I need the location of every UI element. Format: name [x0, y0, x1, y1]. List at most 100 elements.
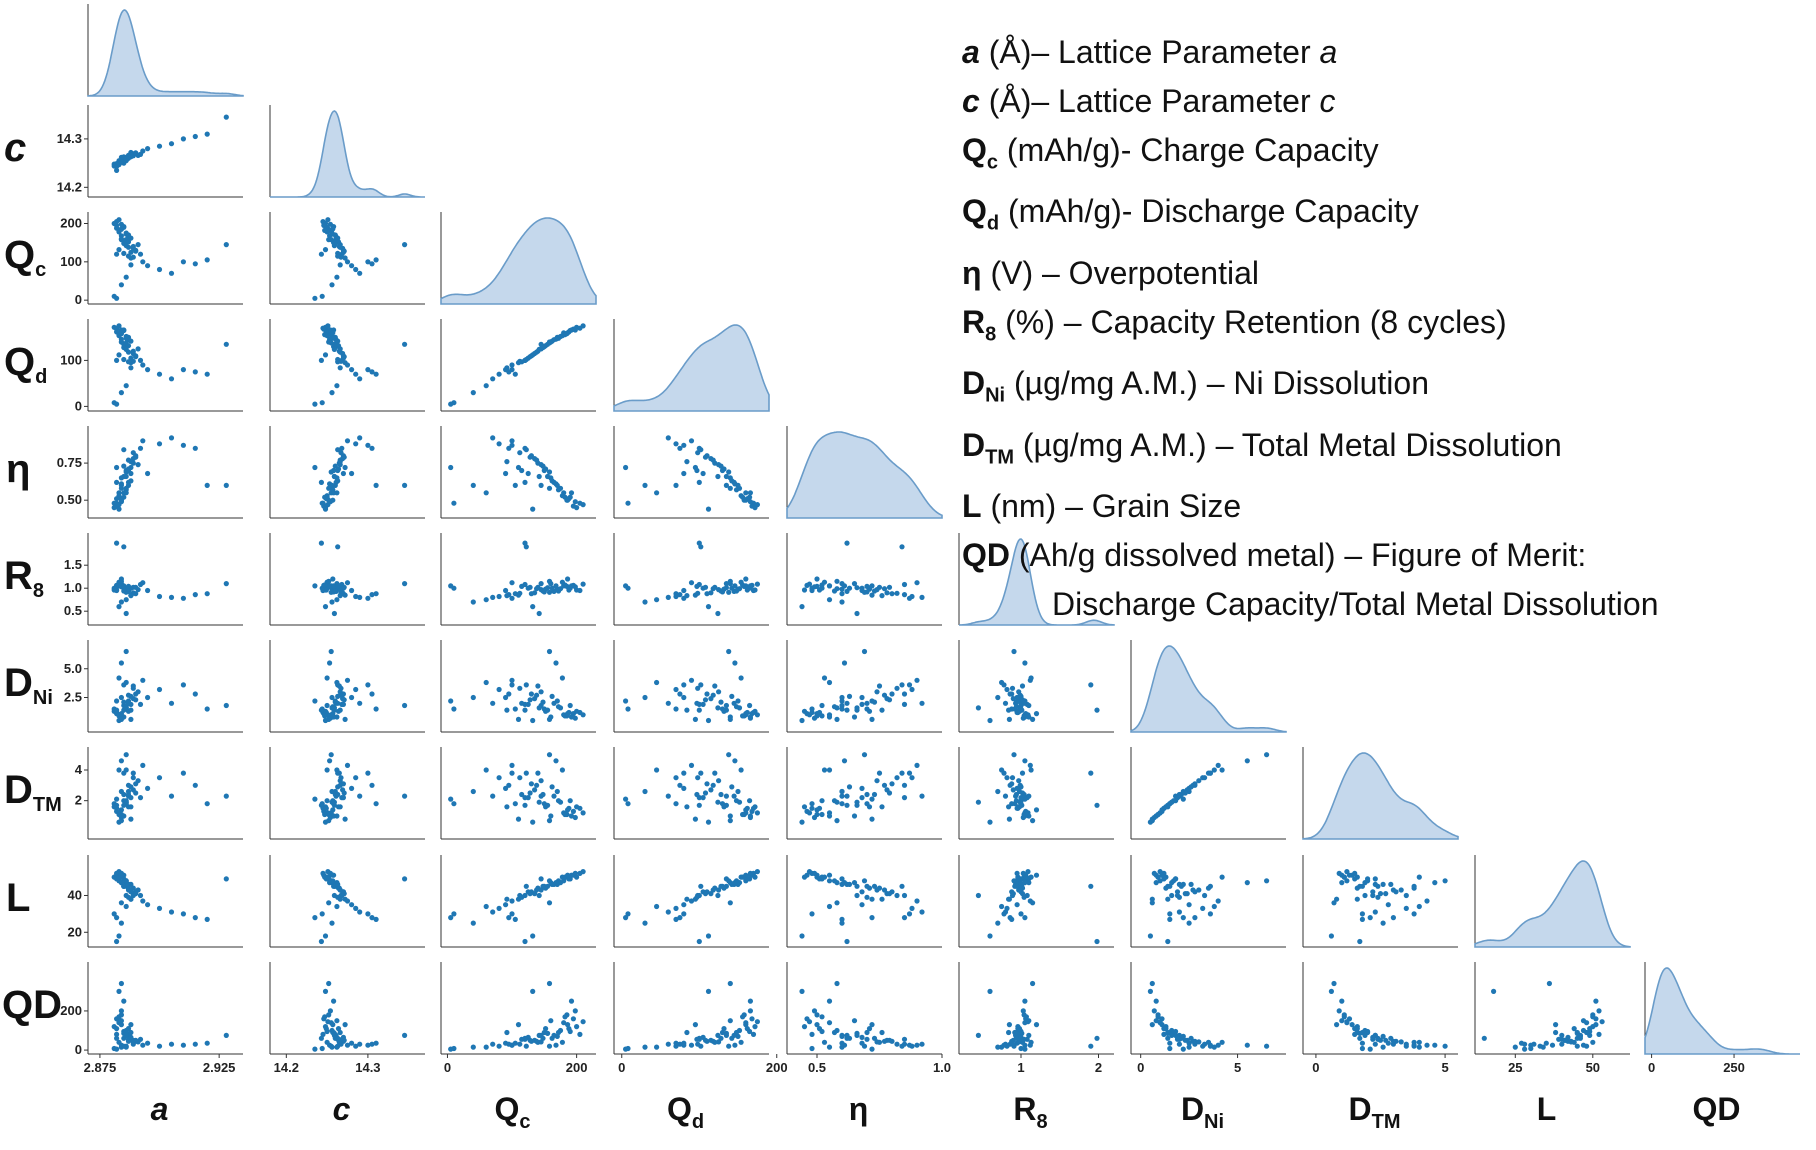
data-point [1432, 880, 1438, 886]
data-point [1334, 1022, 1340, 1028]
data-point [337, 593, 343, 599]
data-point [799, 717, 805, 724]
data-point [319, 293, 325, 299]
data-point [879, 804, 885, 810]
data-point [114, 938, 120, 945]
data-point [319, 500, 325, 506]
data-point [749, 503, 755, 509]
data-point [844, 802, 850, 808]
kde-curve-3 [613, 324, 770, 412]
scatter-panel-7-0: 24 [75, 747, 243, 840]
data-point [735, 788, 741, 795]
data-point [566, 587, 572, 593]
data-point [504, 593, 510, 599]
data-point [168, 793, 175, 799]
data-point [568, 714, 575, 720]
legend-item: DNi (µg/mg A.M.) – Ni Dissolution [962, 359, 1812, 420]
data-point [806, 1019, 813, 1025]
axis-label-col-0: a [151, 1091, 169, 1127]
data-point [490, 700, 496, 706]
data-point [1357, 938, 1363, 945]
data-point [135, 242, 141, 248]
data-point [834, 716, 840, 723]
data-point [831, 1029, 838, 1036]
data-point [834, 578, 840, 584]
data-point [816, 587, 823, 593]
data-point [747, 714, 754, 720]
data-point [335, 1043, 341, 1049]
data-point [1411, 911, 1417, 917]
data-point [125, 359, 132, 365]
data-point [574, 1024, 580, 1030]
data-point [118, 716, 124, 723]
data-point [834, 818, 840, 824]
data-point [145, 470, 151, 477]
data-point [834, 980, 840, 987]
data-point [114, 251, 120, 257]
data-point [128, 1022, 134, 1028]
data-point [1383, 1037, 1389, 1043]
data-point [128, 365, 134, 371]
data-point [715, 705, 721, 711]
data-point [577, 1031, 583, 1037]
data-point [322, 811, 328, 818]
data-point [312, 464, 318, 471]
data-point [325, 323, 331, 329]
data-point [322, 988, 329, 995]
data-point [128, 881, 134, 888]
data-point [1522, 1046, 1528, 1052]
data-point [357, 700, 363, 706]
data-point [470, 694, 476, 701]
data-point [623, 464, 629, 471]
data-point [919, 594, 925, 601]
data-point [839, 591, 845, 597]
data-point [532, 787, 538, 793]
kde-curve-5 [958, 538, 1115, 626]
data-point [743, 807, 749, 813]
data-point [654, 903, 660, 910]
data-point [114, 464, 120, 471]
data-point [546, 878, 553, 884]
data-point [553, 583, 559, 589]
data-point [1559, 1032, 1565, 1038]
data-point [1398, 887, 1404, 893]
data-point [332, 463, 338, 469]
data-point [522, 540, 528, 546]
legend-item: a (Å)– Lattice Parameter a [962, 34, 1338, 70]
data-point [716, 689, 722, 695]
data-point [844, 700, 850, 706]
y-tick-label: 100 [60, 254, 82, 269]
scatter-panel-5-1 [269, 533, 425, 626]
data-point [125, 1026, 132, 1032]
data-point [326, 237, 332, 243]
data-point [114, 295, 120, 301]
data-point [562, 811, 568, 818]
data-point [677, 691, 683, 697]
data-point [1025, 869, 1031, 875]
data-point [549, 693, 555, 700]
data-point [642, 1044, 648, 1050]
data-point [322, 506, 329, 512]
data-point [116, 506, 122, 512]
data-point [180, 367, 186, 373]
data-point [826, 1044, 833, 1050]
data-point [329, 390, 335, 396]
data-point [121, 1043, 127, 1049]
data-point [1339, 998, 1345, 1004]
data-point [1022, 915, 1028, 921]
data-point [555, 588, 562, 594]
data-point [1370, 889, 1376, 895]
data-point [118, 237, 124, 243]
data-point [1264, 1043, 1270, 1049]
data-point [448, 915, 454, 921]
data-point [130, 254, 136, 260]
data-point [1023, 713, 1029, 719]
data-point [914, 1042, 920, 1048]
data-point [145, 367, 151, 373]
data-point [335, 338, 341, 344]
axis-label-col-1: c [333, 1091, 351, 1127]
data-point [695, 590, 701, 596]
